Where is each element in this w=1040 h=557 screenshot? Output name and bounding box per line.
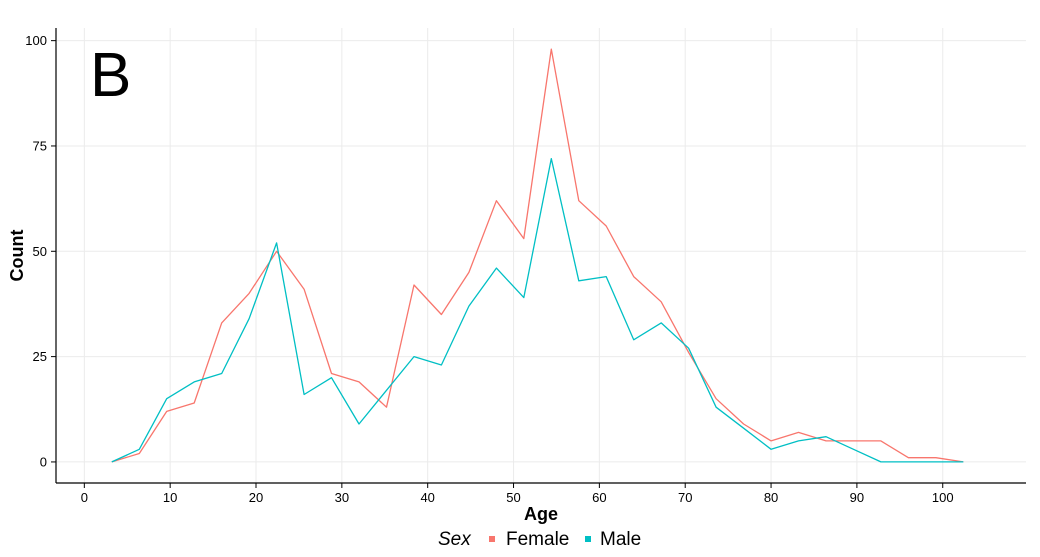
x-tick-label: 10	[163, 490, 177, 505]
y-tick-label: 100	[25, 33, 47, 48]
y-tick-label: 0	[40, 454, 47, 469]
panel-tag: B	[90, 41, 131, 110]
tick-marks: 0 10 20 30 40 50 60 70 80 90 100 0 25 50 75 100	[25, 33, 953, 505]
legend-title: Sex	[438, 529, 472, 550]
y-tick-label: 75	[33, 138, 47, 153]
x-tick-label: 90	[850, 490, 864, 505]
x-tick-label: 20	[249, 490, 263, 505]
legend-key-male	[585, 536, 591, 542]
x-tick-label: 70	[678, 490, 692, 505]
legend: Sex Female Male	[438, 529, 641, 550]
legend-key-female	[489, 536, 495, 542]
x-tick-label: 40	[420, 490, 434, 505]
series-line-female	[111, 48, 964, 463]
legend-label-female: Female	[506, 529, 569, 550]
x-tick-label: 30	[335, 490, 349, 505]
y-tick-label: 50	[33, 244, 47, 259]
x-tick-label: 0	[81, 490, 88, 505]
legend-label-male: Male	[600, 529, 641, 550]
x-tick-label: 100	[932, 490, 954, 505]
y-tick-label: 25	[33, 349, 47, 364]
x-tick-label: 80	[764, 490, 778, 505]
x-axis-title: Age	[524, 504, 558, 524]
series-line-male	[111, 157, 964, 463]
y-axis-title: Count	[7, 230, 27, 282]
axes	[55, 28, 1026, 484]
grid-lines	[56, 28, 1026, 483]
x-tick-label: 50	[506, 490, 520, 505]
x-tick-label: 60	[592, 490, 606, 505]
series-lines	[111, 48, 964, 463]
